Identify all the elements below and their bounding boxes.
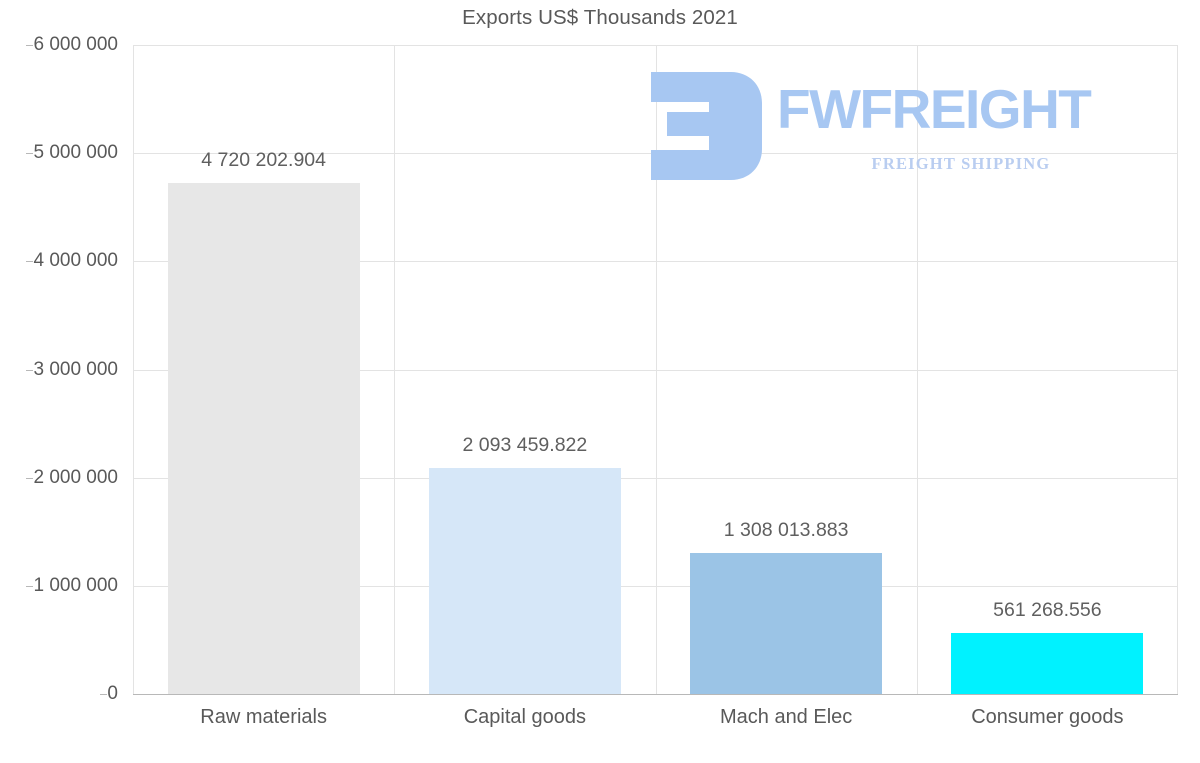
y-axis-tick-mark: [26, 369, 34, 371]
chart-title: Exports US$ Thousands 2021: [462, 6, 738, 29]
gridline-vertical: [394, 45, 395, 694]
bar[interactable]: [167, 183, 360, 694]
gridline-horizontal: [133, 369, 1178, 371]
bar-value-label: 561 268.556: [993, 599, 1102, 622]
x-axis-tick-label: Raw materials: [200, 706, 327, 728]
bar-value-label: 4 720 202.904: [201, 149, 326, 172]
y-axis-tick-label: 4 000 000: [26, 250, 118, 272]
x-axis-tick-label: Capital goods: [463, 706, 587, 728]
y-axis-tick-label: 6 000 000: [26, 34, 118, 56]
y-axis-tick-mark: [26, 585, 34, 587]
y-axis-tick-label: 2 000 000: [26, 467, 118, 489]
y-axis-tick-label: 5 000 000: [26, 142, 118, 164]
gridline-horizontal: [133, 261, 1178, 263]
gridline-vertical: [917, 45, 918, 694]
bar[interactable]: [428, 467, 621, 694]
plot-area: [133, 45, 1178, 695]
y-axis-tick-mark: [26, 261, 34, 263]
x-axis-line: [133, 694, 1178, 695]
bar[interactable]: [951, 633, 1144, 694]
gridline-horizontal: [133, 45, 1178, 46]
y-axis-tick-mark: [26, 477, 34, 479]
x-axis-tick-label: Mach and Elec: [719, 706, 853, 728]
gridline-horizontal: [133, 585, 1178, 587]
y-axis-tick-mark: [100, 694, 108, 695]
gridline-vertical: [656, 45, 657, 694]
bar-value-label: 1 308 013.883: [723, 518, 849, 541]
y-axis-tick-label: 1 000 000: [26, 575, 118, 597]
bar-value-label: 2 093 459.822: [462, 433, 588, 456]
y-axis-tick-label: 0: [100, 683, 118, 705]
gridline-vertical: [1177, 45, 1178, 694]
bar[interactable]: [690, 552, 883, 694]
gridline-horizontal: [133, 477, 1178, 479]
x-axis-tick-label: Consumer goods: [971, 706, 1124, 728]
y-axis-tick-mark: [26, 45, 34, 46]
y-axis-tick-label: 3 000 000: [26, 359, 118, 381]
y-axis-tick-mark: [26, 153, 34, 155]
